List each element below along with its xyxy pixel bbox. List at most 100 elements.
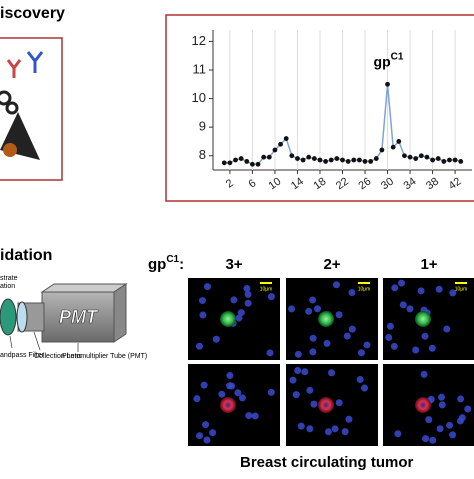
nucleus	[234, 389, 242, 397]
diagram-label: ation	[0, 283, 15, 290]
nucleus	[193, 395, 201, 403]
micrographs: 3+ 10μm 2+ 10μm 1+ 10μm	[188, 256, 474, 446]
nucleus	[200, 381, 208, 389]
column-label: 2+	[323, 256, 340, 273]
nucleus	[324, 428, 332, 436]
antibody-icons	[0, 51, 44, 160]
diagram-label: strate	[0, 275, 18, 282]
data-point	[435, 156, 441, 161]
data-point	[407, 154, 413, 160]
section-title: iscovery	[0, 5, 65, 22]
column-label: 1+	[420, 256, 437, 273]
colon: :	[179, 256, 184, 273]
nucleus	[228, 382, 236, 390]
data-point	[272, 147, 278, 153]
nucleus	[294, 367, 302, 375]
nucleus	[386, 322, 394, 330]
panel-frame	[0, 37, 63, 181]
nucleus	[348, 325, 356, 333]
data-point	[373, 156, 379, 161]
nucleus	[244, 299, 252, 307]
data-point	[452, 157, 458, 163]
nucleus	[309, 334, 317, 342]
data-point	[362, 159, 368, 164]
column-label: 3+	[225, 256, 242, 273]
diagram-label: Collection Lens	[34, 353, 82, 360]
diagram-label: Photomultiplier Tube (PMT)	[62, 353, 147, 360]
x-tick-label: 22	[334, 175, 351, 192]
nucleus	[289, 376, 297, 384]
row-label: gpC1:	[148, 254, 184, 273]
nucleus	[267, 293, 275, 301]
cell	[318, 311, 334, 327]
nucleus	[345, 415, 353, 423]
nucleus	[288, 305, 296, 313]
data-point	[396, 139, 402, 144]
nucleus	[443, 325, 451, 333]
y-tick-label: 9	[199, 119, 206, 134]
nucleus	[243, 285, 251, 293]
y-tick-label: 10	[192, 90, 206, 105]
data-point	[368, 159, 374, 164]
nucleus	[310, 400, 318, 408]
nucleus	[356, 375, 364, 383]
x-tick-label: 14	[289, 175, 306, 192]
nucleus	[363, 341, 371, 349]
x-tick-label: 6	[246, 177, 258, 190]
optics-diagram: PMT strate ation andpass Filter Collecti…	[0, 275, 147, 360]
data-point	[458, 159, 464, 164]
x-tick-label: 30	[379, 175, 396, 192]
data-point	[447, 157, 452, 163]
nucleus	[348, 288, 356, 296]
nucleus	[199, 311, 207, 319]
data-point	[311, 156, 317, 161]
nucleus	[422, 435, 430, 443]
data-point	[379, 147, 385, 153]
data-point	[306, 154, 312, 160]
nucleus	[218, 390, 226, 398]
nucleus	[360, 384, 368, 392]
x-tick-label: 10	[266, 175, 283, 192]
annotation-base: gp	[374, 53, 391, 69]
nucleus	[456, 417, 464, 425]
cell	[220, 397, 236, 413]
nucleus	[198, 297, 206, 305]
nucleus	[390, 342, 398, 350]
nucleus	[425, 416, 433, 424]
nucleus	[305, 307, 313, 315]
nucleus	[435, 285, 443, 293]
data-point	[261, 154, 267, 160]
nucleus	[437, 393, 445, 401]
y-tick-label: 11	[193, 61, 207, 76]
nucleus	[238, 394, 246, 402]
data-point	[295, 156, 300, 161]
data-point	[255, 161, 261, 167]
x-tick-label: 42	[447, 175, 464, 192]
diagram-label: andpass Filter	[0, 352, 45, 359]
data-point	[385, 81, 390, 87]
nucleus	[394, 430, 402, 438]
data-point	[283, 136, 289, 141]
nucleus	[438, 401, 446, 409]
nucleus	[301, 368, 309, 376]
nucleus	[420, 370, 428, 378]
nucleus	[412, 346, 420, 354]
data-point	[221, 160, 227, 166]
cell	[318, 397, 334, 413]
x-tick-label: 26	[357, 175, 374, 192]
data-point	[441, 159, 447, 164]
nucleus	[267, 388, 275, 396]
x-tick-label: 38	[424, 175, 441, 192]
x-tick-label: 34	[402, 175, 419, 192]
scale-label: 10μm	[358, 286, 371, 292]
data-point	[250, 161, 255, 167]
nucleus	[212, 335, 220, 343]
nucleus	[230, 296, 238, 304]
x-tick-label: 18	[311, 175, 328, 192]
nucleus	[314, 305, 322, 313]
caption: Breast circulating tumor	[240, 454, 414, 471]
nucleus	[245, 412, 253, 420]
data-point	[227, 160, 233, 166]
